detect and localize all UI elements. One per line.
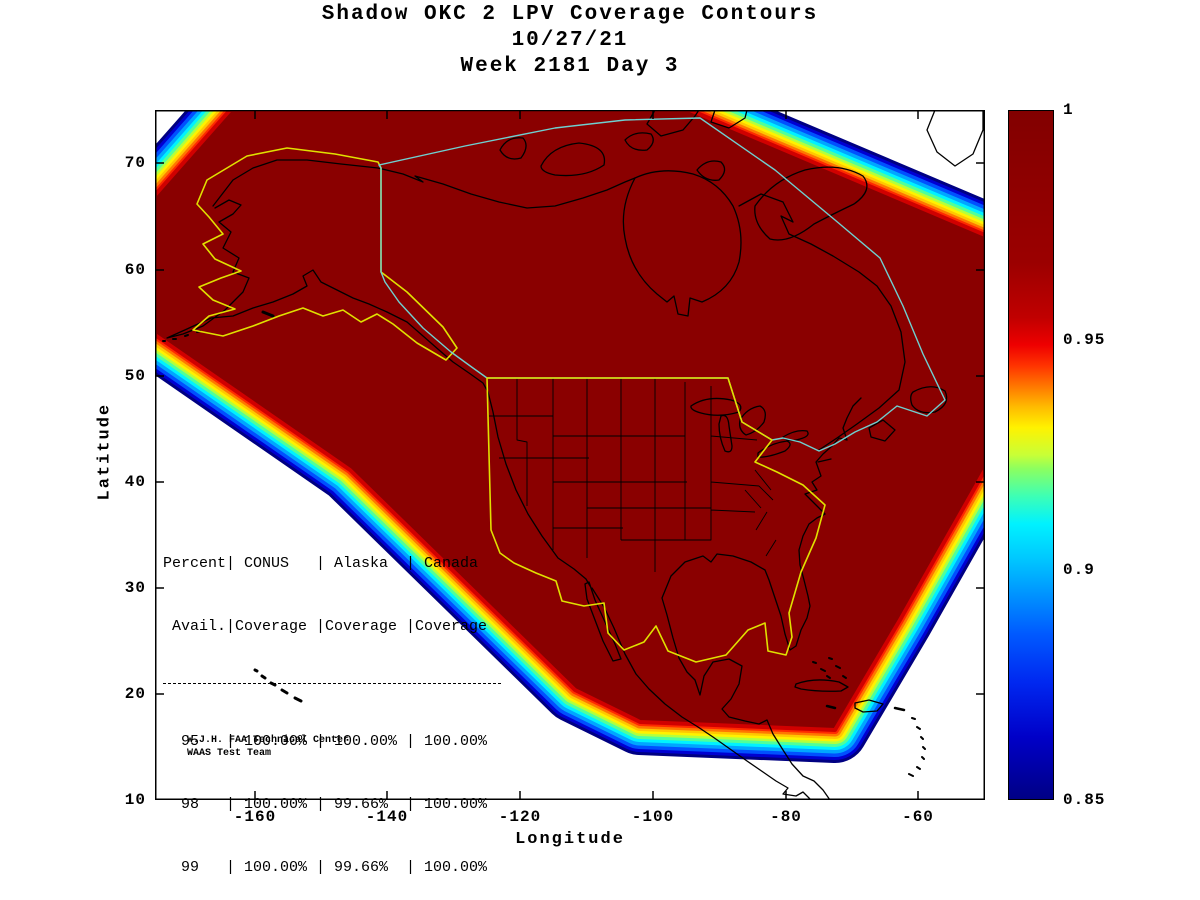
victoria-island: [540, 142, 606, 177]
coastline-labrador: [738, 193, 906, 451]
coverage-table-separator: [163, 679, 501, 684]
y-tick-label: 60: [124, 261, 146, 279]
lake-erie: [757, 440, 791, 458]
aleutian-islands: [162, 330, 201, 342]
x-tick-label: -60: [902, 808, 934, 826]
greenland-corner: [926, 110, 984, 167]
jamaica: [825, 704, 837, 710]
conus-boundary-yellow: [486, 377, 826, 663]
coverage-table: Percent| CONUS | Alaska | Canada Avail.|…: [163, 511, 501, 900]
title-line-3: Week 2181 Day 3: [460, 55, 680, 78]
coverage-table-row: 99 | 100.00% | 99.66% | 100.00%: [163, 859, 488, 876]
y-tick-label: 40: [124, 473, 146, 491]
credit-text: W.J.H. FAA Technical Center WAAS Test Te…: [187, 734, 349, 760]
title-line-1: Shadow OKC 2 LPV Coverage Contours: [321, 3, 819, 26]
coverage-table-header-1: Percent| CONUS | Alaska | Canada: [163, 555, 479, 572]
colorbar-tick-label: 0.95: [1063, 331, 1106, 349]
coverage-table-row: 98 | 100.00% | 99.66% | 100.00%: [163, 796, 488, 813]
newfoundland: [910, 386, 948, 414]
lesser-antilles: [908, 717, 926, 777]
x-tick-label: -160: [233, 808, 277, 826]
hispaniola: [854, 699, 884, 713]
y-tick-label: 30: [124, 579, 146, 597]
southampton-island: [696, 160, 726, 181]
lake-michigan: [718, 414, 733, 453]
y-tick-label: 10: [124, 791, 146, 809]
x-axis-label: Longitude: [515, 830, 625, 849]
state-boundaries: [489, 378, 777, 572]
map-plot: [155, 110, 985, 800]
axis-ticks: [155, 110, 985, 800]
bahamas: [812, 657, 847, 679]
kodiak-island: [261, 310, 275, 318]
x-tick-label: -100: [631, 808, 675, 826]
baffin-island: [754, 166, 868, 241]
x-tick-label: -80: [770, 808, 802, 826]
credit-line-1: W.J.H. FAA Technical Center: [187, 735, 350, 746]
colorbar-tick-label: 1: [1063, 101, 1074, 119]
coastlines: [166, 110, 984, 800]
hawaii-islands: [253, 668, 303, 703]
coverage-table-header-2: Avail.|Coverage |Coverage |Coverage: [163, 618, 488, 635]
lake-huron: [738, 405, 766, 436]
banks-island: [499, 137, 527, 160]
lake-ontario: [782, 429, 809, 442]
plot-frame: [155, 110, 985, 800]
colorbar-tick-label: 0.85: [1063, 791, 1106, 809]
coverage-table-row: 95 | 100.00% | 100.00% | 100.00%: [163, 733, 488, 750]
y-tick-label: 20: [124, 685, 146, 703]
coastline-east-gulf: [661, 397, 862, 800]
coastline-west: [166, 199, 591, 587]
x-tick-label: -140: [365, 808, 409, 826]
baja-peninsula: [584, 581, 622, 662]
nova-scotia: [868, 419, 896, 442]
y-tick-label: 50: [124, 367, 146, 385]
cuba: [794, 679, 849, 692]
canada-boundary-cyan: [378, 117, 946, 452]
hudson-bay: [622, 170, 742, 317]
puerto-rico: [893, 706, 906, 712]
coastline-pacific-mexico: [591, 587, 812, 800]
coastline-arctic: [212, 159, 636, 209]
colorbar: [1008, 110, 1054, 800]
y-axis-label: Latitude: [95, 402, 115, 501]
arctic-islands-north: [624, 110, 748, 151]
x-tick-label: -120: [498, 808, 542, 826]
credit-line-2: WAAS Test Team: [187, 748, 272, 759]
island-dots: [162, 310, 926, 777]
title-line-2: 10/27/21: [511, 29, 629, 52]
long-island: [817, 458, 832, 463]
colorbar-tick-label: 0.9: [1063, 561, 1095, 579]
chart-title: Shadow OKC 2 LPV Coverage Contours 10/27…: [155, 2, 985, 80]
y-tick-label: 70: [124, 154, 146, 172]
